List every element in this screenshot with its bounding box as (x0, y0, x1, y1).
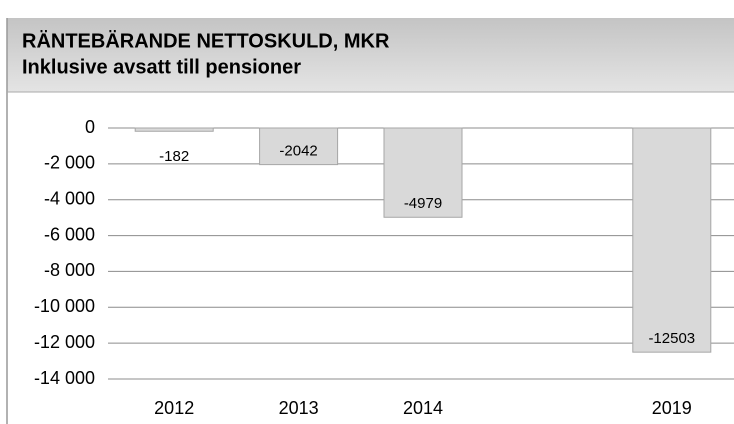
data-label: -12503 (648, 330, 695, 347)
chart-title: RÄNTEBÄRANDE NETTOSKULD, MKR (22, 29, 390, 52)
data-label: -2042 (279, 143, 317, 160)
y-tick-label: -14 000 (34, 368, 95, 388)
y-tick-label: -4 000 (44, 188, 95, 208)
x-tick-label: 2013 (279, 398, 319, 418)
x-tick-label: 2014 (403, 398, 443, 418)
chart-subtitle: Inklusive avsatt till pensioner (22, 56, 301, 78)
y-tick-label: -10 000 (34, 296, 95, 316)
y-tick-label: -12 000 (34, 332, 95, 352)
data-label: -4979 (404, 195, 442, 212)
y-tick-label: 0 (85, 117, 95, 137)
x-tick-label: 2012 (154, 398, 194, 418)
bar (134, 127, 214, 132)
bar (383, 127, 463, 218)
y-tick-label: -2 000 (44, 153, 95, 173)
y-tick-label: -8 000 (44, 260, 95, 280)
y-tick-label: -6 000 (44, 224, 95, 244)
data-label: -182 (159, 148, 189, 165)
bar (632, 127, 712, 353)
bar (259, 127, 339, 166)
header-band (7, 18, 734, 92)
x-tick-label: 2019 (652, 398, 692, 418)
